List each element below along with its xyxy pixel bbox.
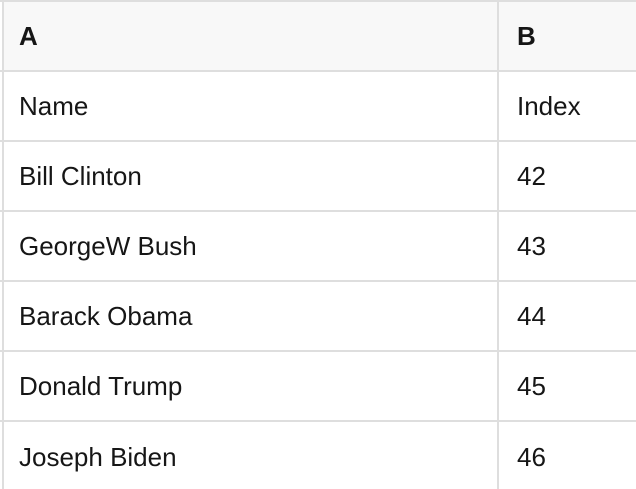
table-cell-b: 44 xyxy=(517,300,546,331)
table-cell-b: Index xyxy=(517,90,581,121)
table-row: GeorgeW Bush 43 xyxy=(0,212,636,282)
column-header-a: A xyxy=(4,2,499,70)
table-row: Donald Trump 45 xyxy=(0,352,636,422)
table-row: Joseph Biden 46 xyxy=(0,422,636,489)
table-cell-a: Name xyxy=(4,72,499,140)
table-cell-b: 42 xyxy=(517,160,546,191)
table-row: Bill Clinton 42 xyxy=(0,142,636,212)
table-body: Name Index Bill Clinton 42 GeorgeW Bush … xyxy=(0,72,636,489)
table-left-border xyxy=(2,2,4,489)
table-header-row: A B xyxy=(0,2,636,72)
table-cell-a: GeorgeW Bush xyxy=(4,212,499,280)
table-cell-a: Donald Trump xyxy=(4,352,499,420)
table-cell-b: 43 xyxy=(517,230,546,261)
column-header-b: B xyxy=(517,20,536,51)
table-cell-a: Joseph Biden xyxy=(4,422,499,489)
table-cell-a: Bill Clinton xyxy=(4,142,499,210)
table-cell-b: 46 xyxy=(517,441,546,472)
table-row: Barack Obama 44 xyxy=(0,282,636,352)
table-cell-a: Barack Obama xyxy=(4,282,499,350)
table-row: Name Index xyxy=(0,72,636,142)
table-cell-b: 45 xyxy=(517,370,546,401)
